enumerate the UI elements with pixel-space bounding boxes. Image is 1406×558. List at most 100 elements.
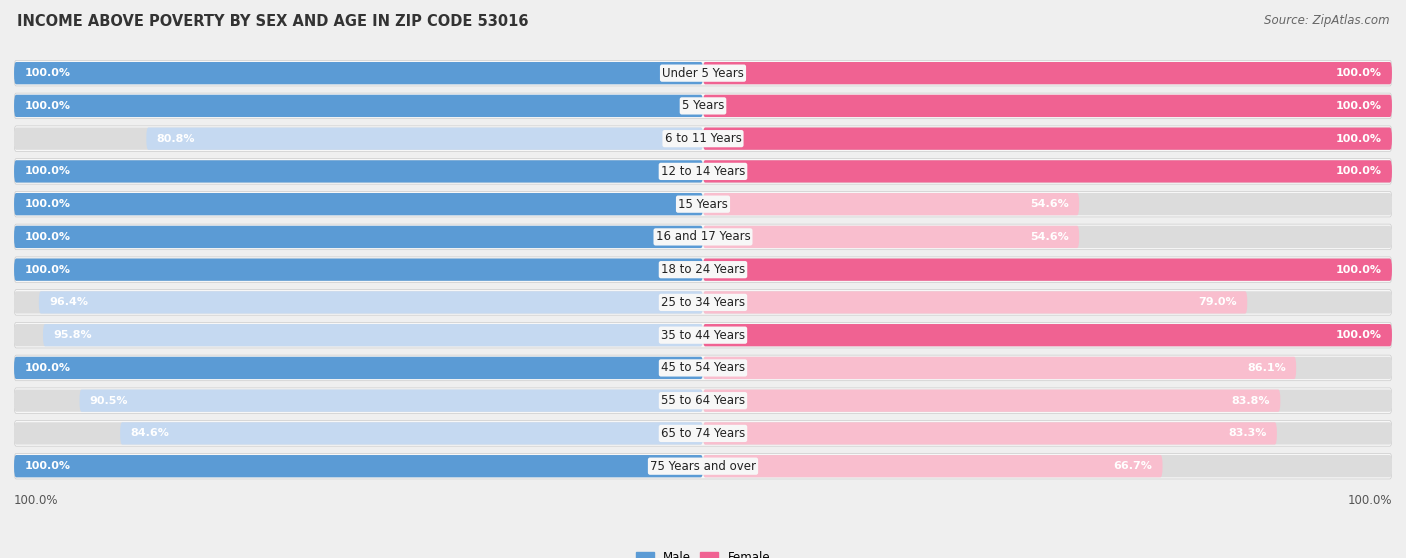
Text: 79.0%: 79.0% <box>1198 297 1237 307</box>
FancyBboxPatch shape <box>14 357 703 379</box>
FancyBboxPatch shape <box>703 422 1392 445</box>
FancyBboxPatch shape <box>14 291 703 314</box>
FancyBboxPatch shape <box>14 62 703 84</box>
FancyBboxPatch shape <box>14 160 703 182</box>
Text: 75 Years and over: 75 Years and over <box>650 460 756 473</box>
Text: 80.8%: 80.8% <box>156 134 195 143</box>
Text: 100.0%: 100.0% <box>1336 330 1382 340</box>
FancyBboxPatch shape <box>703 324 1392 347</box>
FancyBboxPatch shape <box>703 95 1392 117</box>
FancyBboxPatch shape <box>703 160 1392 182</box>
Text: 45 to 54 Years: 45 to 54 Years <box>661 362 745 374</box>
FancyBboxPatch shape <box>14 95 703 117</box>
FancyBboxPatch shape <box>14 355 1392 381</box>
FancyBboxPatch shape <box>703 258 1392 281</box>
FancyBboxPatch shape <box>703 291 1247 314</box>
Text: 6 to 11 Years: 6 to 11 Years <box>665 132 741 145</box>
FancyBboxPatch shape <box>703 357 1296 379</box>
FancyBboxPatch shape <box>14 60 1392 86</box>
FancyBboxPatch shape <box>703 95 1392 117</box>
FancyBboxPatch shape <box>14 126 1392 151</box>
FancyBboxPatch shape <box>703 226 1080 248</box>
FancyBboxPatch shape <box>14 257 1392 282</box>
Text: 100.0%: 100.0% <box>1336 134 1382 143</box>
FancyBboxPatch shape <box>14 158 1392 184</box>
Text: 100.0%: 100.0% <box>24 363 70 373</box>
FancyBboxPatch shape <box>14 422 703 445</box>
FancyBboxPatch shape <box>80 389 703 412</box>
FancyBboxPatch shape <box>703 160 1392 182</box>
FancyBboxPatch shape <box>14 193 703 215</box>
FancyBboxPatch shape <box>14 95 703 117</box>
Text: 100.0%: 100.0% <box>24 166 70 176</box>
Text: 100.0%: 100.0% <box>1336 264 1382 275</box>
FancyBboxPatch shape <box>14 224 1392 249</box>
Text: 54.6%: 54.6% <box>1031 232 1069 242</box>
FancyBboxPatch shape <box>39 291 703 314</box>
Text: 100.0%: 100.0% <box>24 264 70 275</box>
Text: 95.8%: 95.8% <box>53 330 91 340</box>
Text: 100.0%: 100.0% <box>1336 101 1382 111</box>
FancyBboxPatch shape <box>14 160 703 182</box>
Text: Source: ZipAtlas.com: Source: ZipAtlas.com <box>1264 14 1389 27</box>
FancyBboxPatch shape <box>703 291 1392 314</box>
FancyBboxPatch shape <box>703 389 1281 412</box>
Text: 54.6%: 54.6% <box>1031 199 1069 209</box>
Text: 83.3%: 83.3% <box>1229 429 1267 439</box>
Text: 18 to 24 Years: 18 to 24 Years <box>661 263 745 276</box>
FancyBboxPatch shape <box>146 128 703 150</box>
Text: 100.0%: 100.0% <box>1336 166 1382 176</box>
FancyBboxPatch shape <box>703 62 1392 84</box>
Text: 100.0%: 100.0% <box>24 199 70 209</box>
Text: 83.8%: 83.8% <box>1232 396 1270 406</box>
FancyBboxPatch shape <box>14 226 703 248</box>
Text: 66.7%: 66.7% <box>1114 461 1152 471</box>
FancyBboxPatch shape <box>703 455 1392 477</box>
FancyBboxPatch shape <box>14 323 1392 348</box>
FancyBboxPatch shape <box>44 324 703 347</box>
FancyBboxPatch shape <box>14 324 703 347</box>
FancyBboxPatch shape <box>14 258 703 281</box>
Text: 65 to 74 Years: 65 to 74 Years <box>661 427 745 440</box>
Text: 16 and 17 Years: 16 and 17 Years <box>655 230 751 243</box>
FancyBboxPatch shape <box>703 258 1392 281</box>
Text: 100.0%: 100.0% <box>24 232 70 242</box>
FancyBboxPatch shape <box>703 422 1277 445</box>
Text: INCOME ABOVE POVERTY BY SEX AND AGE IN ZIP CODE 53016: INCOME ABOVE POVERTY BY SEX AND AGE IN Z… <box>17 14 529 29</box>
FancyBboxPatch shape <box>14 191 1392 217</box>
FancyBboxPatch shape <box>14 193 703 215</box>
FancyBboxPatch shape <box>703 357 1392 379</box>
FancyBboxPatch shape <box>14 128 703 150</box>
Text: 100.0%: 100.0% <box>1336 68 1382 78</box>
Text: 86.1%: 86.1% <box>1247 363 1286 373</box>
FancyBboxPatch shape <box>703 455 1163 477</box>
FancyBboxPatch shape <box>14 226 703 248</box>
FancyBboxPatch shape <box>14 455 703 477</box>
FancyBboxPatch shape <box>703 193 1392 215</box>
Text: 25 to 34 Years: 25 to 34 Years <box>661 296 745 309</box>
FancyBboxPatch shape <box>14 455 703 477</box>
FancyBboxPatch shape <box>14 389 703 412</box>
FancyBboxPatch shape <box>703 62 1392 84</box>
Text: 100.0%: 100.0% <box>24 101 70 111</box>
Text: 100.0%: 100.0% <box>1347 494 1392 507</box>
Text: 100.0%: 100.0% <box>24 68 70 78</box>
Text: 5 Years: 5 Years <box>682 99 724 112</box>
FancyBboxPatch shape <box>703 193 1080 215</box>
Text: 35 to 44 Years: 35 to 44 Years <box>661 329 745 341</box>
FancyBboxPatch shape <box>14 290 1392 315</box>
Text: 100.0%: 100.0% <box>14 494 59 507</box>
Text: 55 to 64 Years: 55 to 64 Years <box>661 394 745 407</box>
FancyBboxPatch shape <box>14 454 1392 479</box>
FancyBboxPatch shape <box>14 62 703 84</box>
Text: 96.4%: 96.4% <box>49 297 89 307</box>
FancyBboxPatch shape <box>703 128 1392 150</box>
Text: 90.5%: 90.5% <box>90 396 128 406</box>
FancyBboxPatch shape <box>14 258 703 281</box>
Text: 15 Years: 15 Years <box>678 198 728 211</box>
FancyBboxPatch shape <box>14 421 1392 446</box>
FancyBboxPatch shape <box>703 324 1392 347</box>
FancyBboxPatch shape <box>703 226 1392 248</box>
FancyBboxPatch shape <box>703 128 1392 150</box>
Text: 84.6%: 84.6% <box>131 429 169 439</box>
